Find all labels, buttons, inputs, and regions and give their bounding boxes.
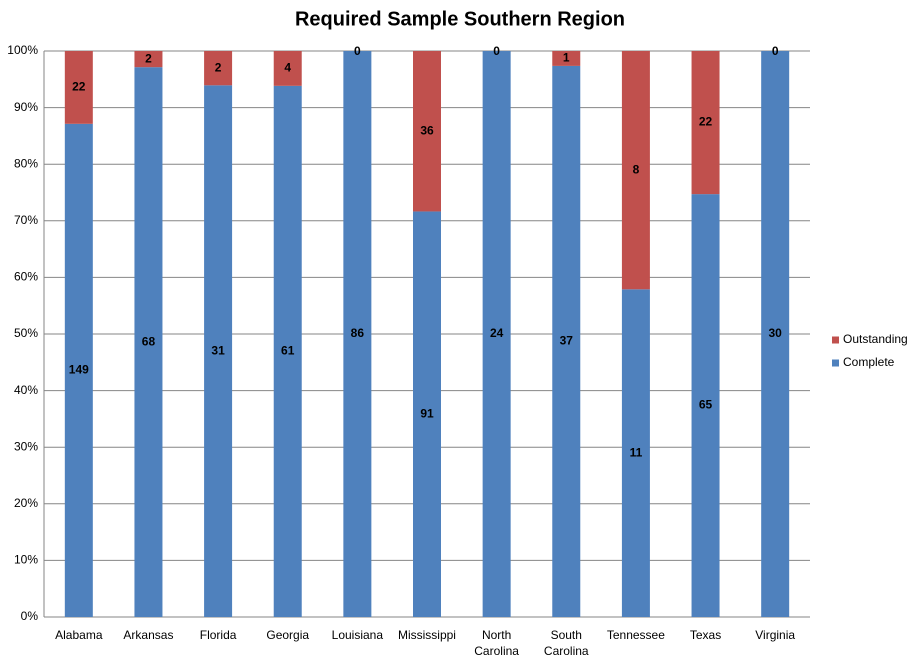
y-tick-label: 50% [14, 326, 38, 340]
data-label: 91 [420, 406, 434, 420]
x-tick-label: Arkansas [123, 628, 174, 642]
bar-segment [482, 51, 511, 617]
data-label: 149 [69, 363, 89, 377]
data-label: 65 [699, 398, 713, 412]
x-tick-label: North Carolina [474, 628, 519, 658]
data-label: 36 [420, 123, 434, 137]
x-tick-label: Texas [689, 628, 722, 642]
data-label: 22 [699, 115, 713, 129]
data-label: 31 [211, 343, 225, 357]
chart-title: Required Sample Southern Region [295, 8, 625, 30]
bar-segment [343, 51, 372, 617]
data-label: 68 [142, 334, 156, 348]
bar-segment [134, 67, 163, 617]
data-label: 0 [772, 44, 779, 58]
bar-segment [204, 85, 233, 617]
legend-swatch [832, 359, 839, 367]
bar-segment [273, 51, 302, 86]
y-tick-label: 90% [14, 100, 38, 114]
legend-label: Complete [843, 355, 895, 369]
x-tick-label: South Carolina [543, 628, 589, 658]
x-tick-label: Florida [199, 628, 237, 642]
bar-segment [64, 51, 93, 124]
data-label: 2 [215, 60, 222, 74]
x-tick-label: Georgia [266, 628, 310, 642]
bar-segment [621, 51, 650, 290]
bar-segment [413, 211, 441, 617]
data-label: 11 [630, 445, 643, 459]
bar-segment [621, 289, 650, 617]
y-tick-label: 80% [14, 156, 38, 170]
y-tick-label: 60% [14, 270, 38, 284]
y-tick-label: 40% [14, 383, 38, 397]
x-tick-label: Mississippi [397, 628, 456, 642]
legend-swatch [832, 336, 839, 344]
bar-segment [134, 51, 163, 68]
data-label: 4 [284, 61, 291, 75]
data-label: 2 [145, 51, 152, 65]
x-tick-label: Tennessee [606, 628, 665, 642]
data-label: 0 [354, 44, 361, 58]
bar-segment [64, 123, 93, 617]
bar-segment [691, 194, 720, 617]
data-label: 61 [281, 344, 295, 358]
data-label: 86 [351, 326, 365, 340]
x-tick-label: Virginia [755, 628, 796, 642]
data-label: 37 [560, 334, 574, 348]
bar-segment [413, 51, 441, 212]
data-label: 1 [563, 51, 570, 65]
x-tick-label: Alabama [55, 628, 103, 642]
y-tick-label: 100% [7, 43, 38, 57]
data-label: 0 [493, 44, 500, 58]
legend-label: Outstanding [843, 332, 908, 346]
bar-segment [552, 51, 581, 66]
data-label: 24 [490, 326, 504, 340]
y-tick-label: 70% [14, 213, 38, 227]
y-tick-label: 10% [14, 553, 38, 567]
data-label: 22 [72, 80, 86, 94]
bar-segment [552, 65, 581, 618]
y-tick-label: 0% [21, 609, 39, 623]
bar-segment [204, 51, 233, 86]
data-label: 8 [633, 162, 640, 176]
y-tick-label: 30% [14, 439, 38, 453]
bar-segment [691, 51, 720, 195]
bar-segment [761, 51, 790, 617]
y-tick-label: 20% [14, 496, 38, 510]
x-tick-label: Louisiana [331, 628, 384, 642]
data-label: 30 [769, 326, 783, 340]
bar-segment [273, 85, 302, 618]
